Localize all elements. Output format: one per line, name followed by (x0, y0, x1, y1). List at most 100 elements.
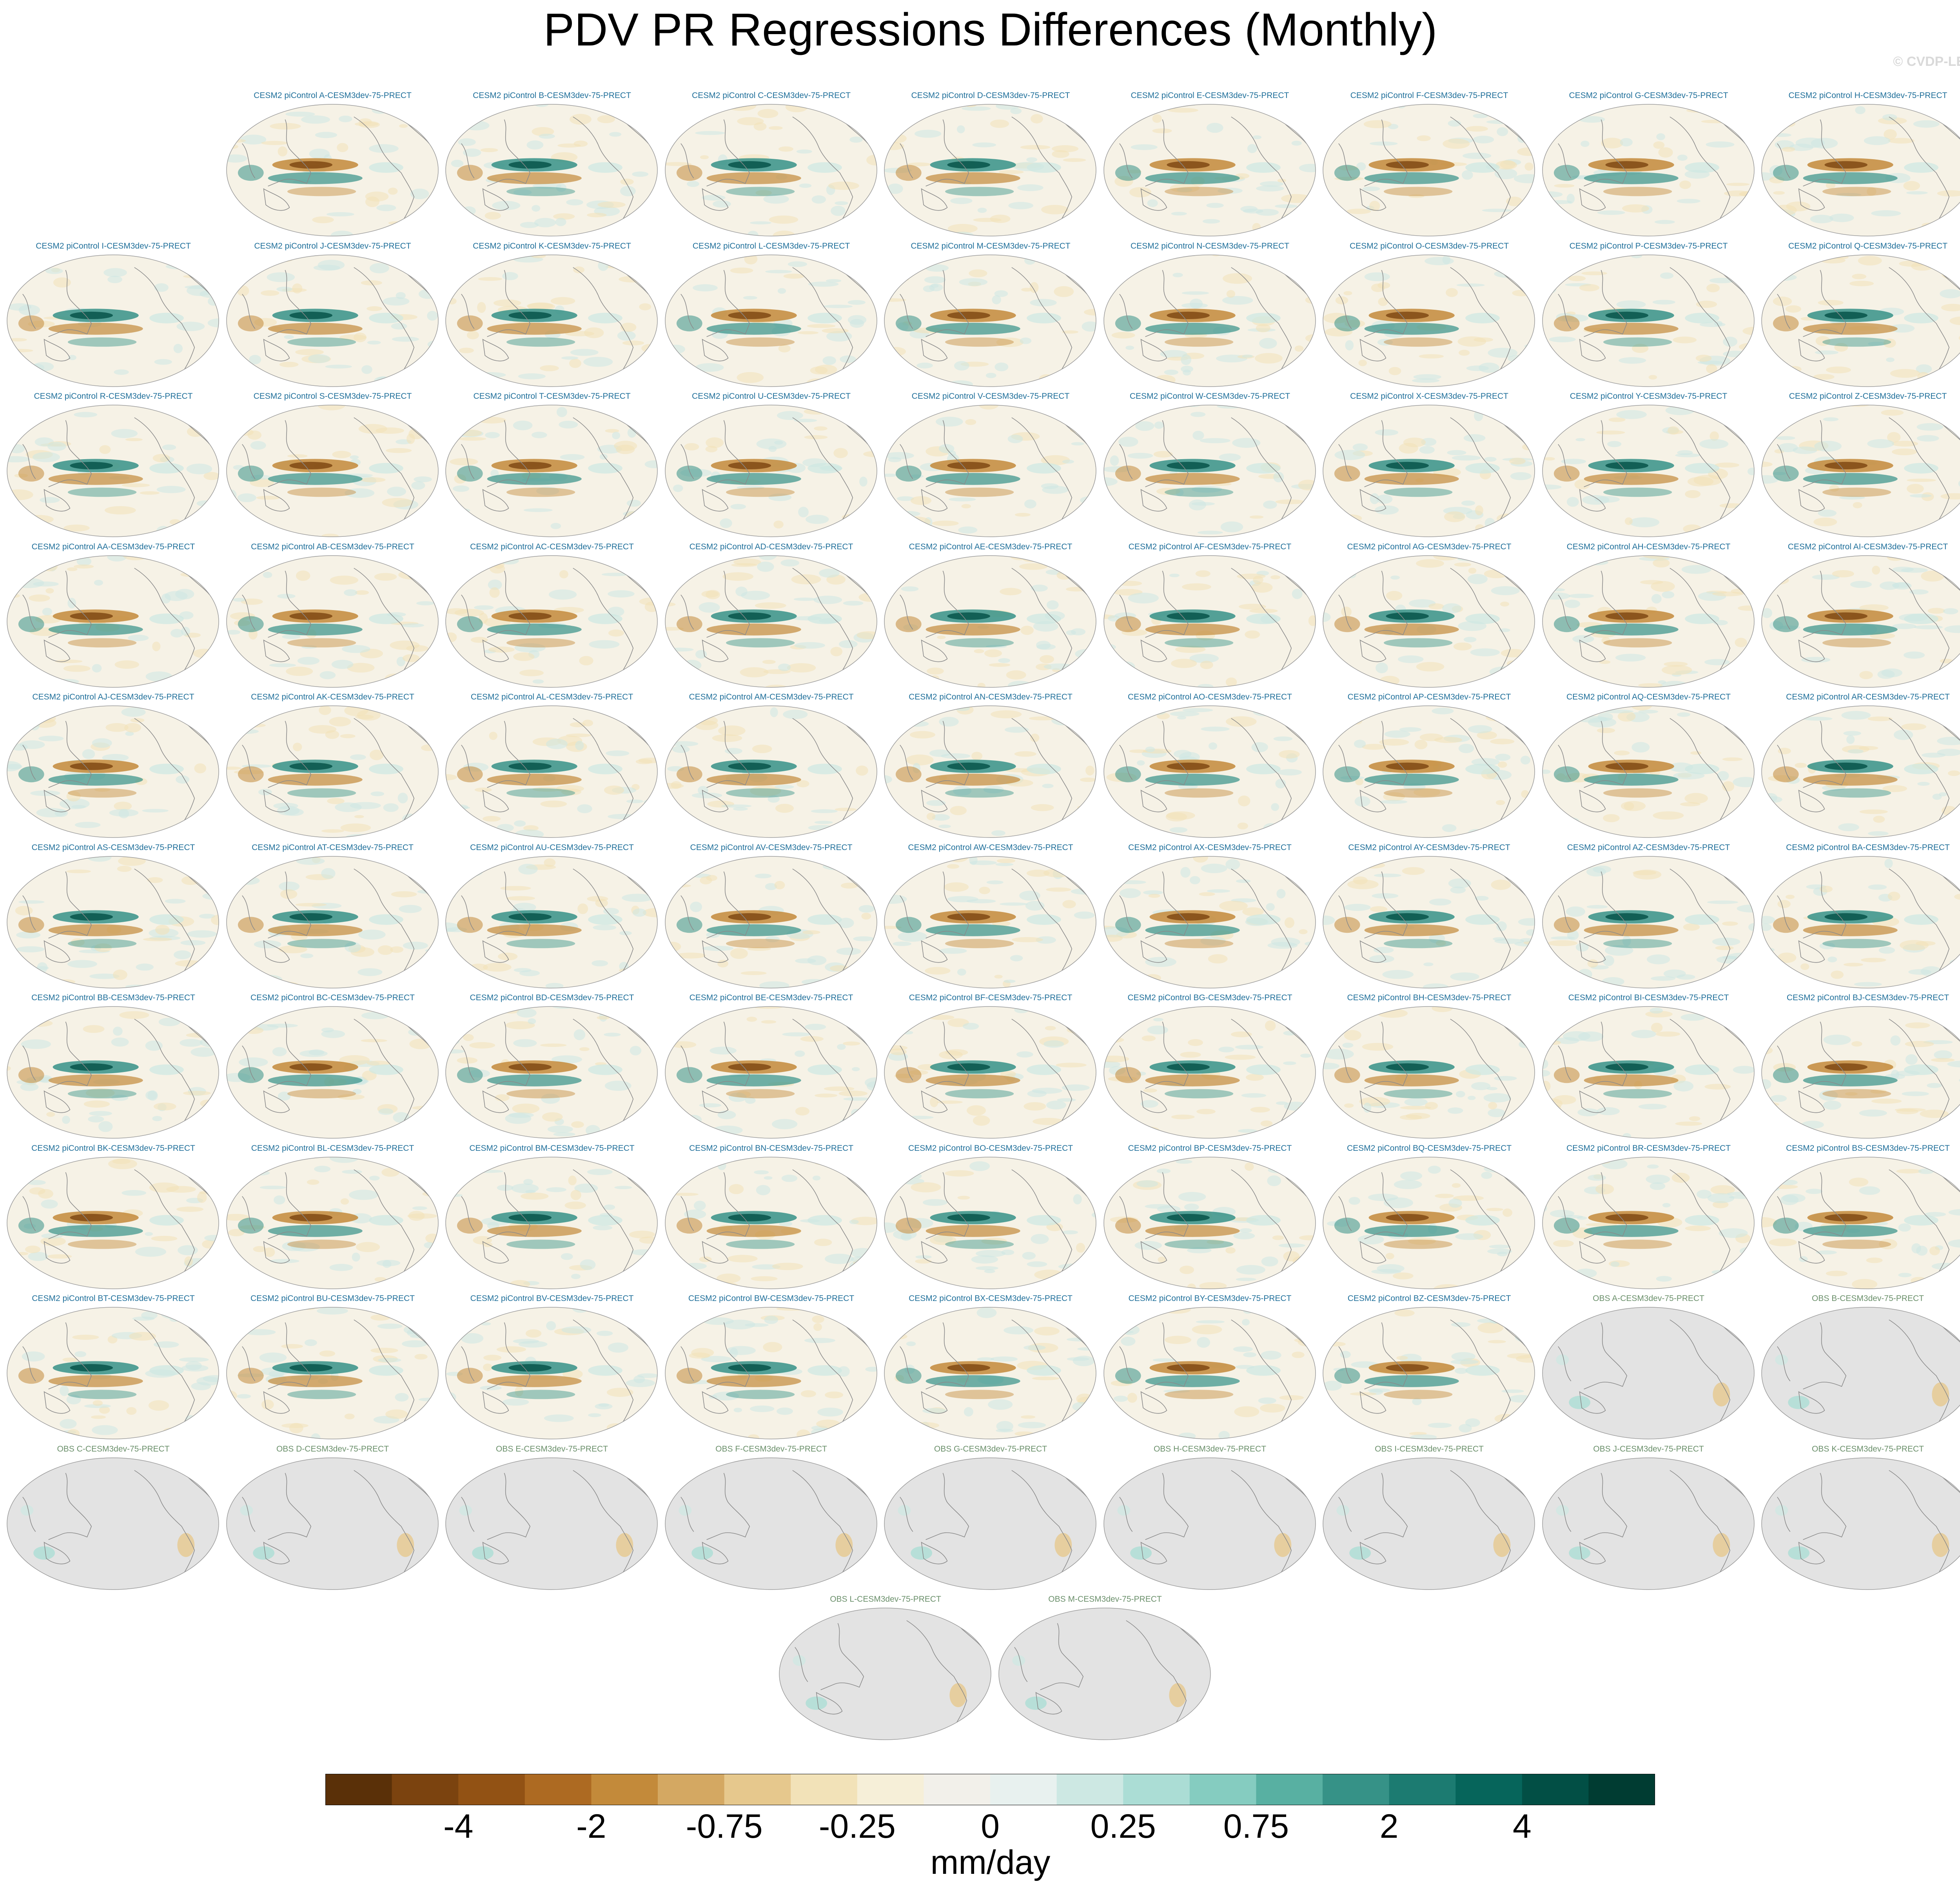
map-panel: CESM2 piControl BQ-CESM3dev-75-PRECT (1320, 1142, 1539, 1291)
panel-label: OBS J-CESM3dev-75-PRECT (1593, 1444, 1704, 1453)
map-panel: CESM2 piControl BI-CESM3dev-75-PRECT (1539, 992, 1758, 1141)
map-panel: CESM2 piControl BX-CESM3dev-75-PRECT (881, 1292, 1100, 1441)
regression-map (664, 555, 877, 688)
regression-map (1103, 104, 1316, 236)
panel-label: CESM2 piControl BA-CESM3dev-75-PRECT (1786, 843, 1950, 852)
panel-label: CESM2 piControl AF-CESM3dev-75-PRECT (1128, 542, 1292, 551)
regression-map (1761, 856, 1960, 988)
regression-map (226, 1307, 439, 1439)
panel-label: CESM2 piControl F-CESM3dev-75-PRECT (1350, 91, 1508, 100)
regression-map (1103, 705, 1316, 838)
panel-label: OBS B-CESM3dev-75-PRECT (1812, 1294, 1924, 1303)
panel-label: CESM2 piControl G-CESM3dev-75-PRECT (1569, 91, 1728, 100)
obs-map (1103, 1457, 1316, 1590)
map-panel: CESM2 piControl AJ-CESM3dev-75-PRECT (4, 691, 223, 840)
panel-label: CESM2 piControl AL-CESM3dev-75-PRECT (470, 692, 633, 701)
obs-map (1323, 1457, 1535, 1590)
colorbar-tick-label: 0.25 (1090, 1808, 1156, 1845)
regression-map (884, 555, 1096, 688)
map-panel: OBS M-CESM3dev-75-PRECT (996, 1593, 1214, 1742)
panel-label: CESM2 piControl AI-CESM3dev-75-PRECT (1788, 542, 1948, 551)
regression-map (884, 1307, 1096, 1439)
regression-map (1761, 555, 1960, 688)
regression-map (1761, 104, 1960, 236)
regression-map (664, 1156, 877, 1289)
map-panel: CESM2 piControl BM-CESM3dev-75-PRECT (443, 1142, 661, 1291)
map-panel: CESM2 piControl AW-CESM3dev-75-PRECT (881, 841, 1100, 990)
map-panel: CESM2 piControl AH-CESM3dev-75-PRECT (1539, 541, 1758, 690)
colorbar-swatch (990, 1774, 1057, 1805)
colorbar-swatch (1056, 1774, 1123, 1805)
map-panel: CESM2 piControl AN-CESM3dev-75-PRECT (881, 691, 1100, 840)
map-panel: OBS C-CESM3dev-75-PRECT (4, 1443, 223, 1592)
regression-map (884, 705, 1096, 838)
panel-label: CESM2 piControl X-CESM3dev-75-PRECT (1350, 392, 1508, 401)
regression-map (1542, 104, 1755, 236)
regression-map (445, 856, 658, 988)
panel-label: CESM2 piControl O-CESM3dev-75-PRECT (1349, 241, 1509, 251)
regression-map (884, 856, 1096, 988)
regression-map (1542, 405, 1755, 537)
map-panel: CESM2 piControl P-CESM3dev-75-PRECT (1539, 240, 1758, 389)
panel-label: CESM2 piControl B-CESM3dev-75-PRECT (473, 91, 631, 100)
panel-label: CESM2 piControl AB-CESM3dev-75-PRECT (251, 542, 414, 551)
regression-map (664, 104, 877, 236)
map-panel: CESM2 piControl BF-CESM3dev-75-PRECT (881, 992, 1100, 1141)
panel-label: CESM2 piControl AP-CESM3dev-75-PRECT (1347, 692, 1511, 701)
panel-label: CESM2 piControl V-CESM3dev-75-PRECT (911, 392, 1070, 401)
regression-map (1323, 254, 1535, 387)
map-panel: OBS K-CESM3dev-75-PRECT (1759, 1443, 1960, 1592)
regression-map (1323, 1156, 1535, 1289)
panel-label: CESM2 piControl I-CESM3dev-75-PRECT (36, 241, 191, 251)
map-panel: CESM2 piControl BT-CESM3dev-75-PRECT (4, 1292, 223, 1441)
panel-label: CESM2 piControl AK-CESM3dev-75-PRECT (251, 692, 414, 701)
panel-label: CESM2 piControl BG-CESM3dev-75-PRECT (1127, 993, 1292, 1002)
regression-map (226, 405, 439, 537)
panel-label: CESM2 piControl D-CESM3dev-75-PRECT (911, 91, 1070, 100)
regression-map (445, 254, 658, 387)
colorbar-tick-label: 2 (1379, 1808, 1399, 1845)
obs-map (998, 1608, 1211, 1740)
map-panel: CESM2 piControl Q-CESM3dev-75-PRECT (1759, 240, 1960, 389)
regression-map (664, 1006, 877, 1139)
map-panel: CESM2 piControl AL-CESM3dev-75-PRECT (443, 691, 661, 840)
regression-map (884, 1156, 1096, 1289)
panel-label: CESM2 piControl BS-CESM3dev-75-PRECT (1786, 1143, 1950, 1153)
colorbar-swatch (524, 1774, 592, 1805)
regression-map (445, 1307, 658, 1439)
regression-map (1103, 254, 1316, 387)
panel-label: CESM2 piControl P-CESM3dev-75-PRECT (1569, 241, 1728, 251)
panel-label: CESM2 piControl BI-CESM3dev-75-PRECT (1568, 993, 1729, 1002)
obs-map (7, 1457, 219, 1590)
map-panel: OBS D-CESM3dev-75-PRECT (223, 1443, 442, 1592)
panel-label: CESM2 piControl BD-CESM3dev-75-PRECT (470, 993, 634, 1002)
map-panel: CESM2 piControl BL-CESM3dev-75-PRECT (223, 1142, 442, 1291)
panel-label: CESM2 piControl AJ-CESM3dev-75-PRECT (32, 692, 194, 701)
panel-label: CESM2 piControl E-CESM3dev-75-PRECT (1131, 91, 1289, 100)
panel-label: CESM2 piControl AU-CESM3dev-75-PRECT (470, 843, 634, 852)
panel-label: OBS C-CESM3dev-75-PRECT (57, 1444, 170, 1453)
regression-map (445, 1006, 658, 1139)
regression-map (1761, 254, 1960, 387)
map-panel: OBS A-CESM3dev-75-PRECT (1539, 1292, 1758, 1441)
panel-label: CESM2 piControl BT-CESM3dev-75-PRECT (32, 1294, 195, 1303)
colorbar-tick-label: -4 (443, 1808, 474, 1845)
regression-map (1103, 856, 1316, 988)
panel-label: CESM2 piControl BJ-CESM3dev-75-PRECT (1786, 993, 1949, 1002)
regression-map (1542, 254, 1755, 387)
panel-label: CESM2 piControl AS-CESM3dev-75-PRECT (31, 843, 195, 852)
regression-map (7, 1307, 219, 1439)
panel-label: CESM2 piControl BX-CESM3dev-75-PRECT (909, 1294, 1073, 1303)
map-panel: CESM2 piControl AK-CESM3dev-75-PRECT (223, 691, 442, 840)
panel-label: CESM2 piControl AC-CESM3dev-75-PRECT (470, 542, 634, 551)
regression-map (226, 705, 439, 838)
map-panel: CESM2 piControl BG-CESM3dev-75-PRECT (1101, 992, 1319, 1141)
map-panel: CESM2 piControl BP-CESM3dev-75-PRECT (1101, 1142, 1319, 1291)
panel-label: CESM2 piControl AG-CESM3dev-75-PRECT (1347, 542, 1512, 551)
colorbar-tick-label: -0.25 (818, 1808, 896, 1845)
regression-map (1761, 405, 1960, 537)
colorbar-swatch (1389, 1774, 1456, 1805)
regression-map (664, 705, 877, 838)
obs-map (445, 1457, 658, 1590)
regression-map (226, 254, 439, 387)
